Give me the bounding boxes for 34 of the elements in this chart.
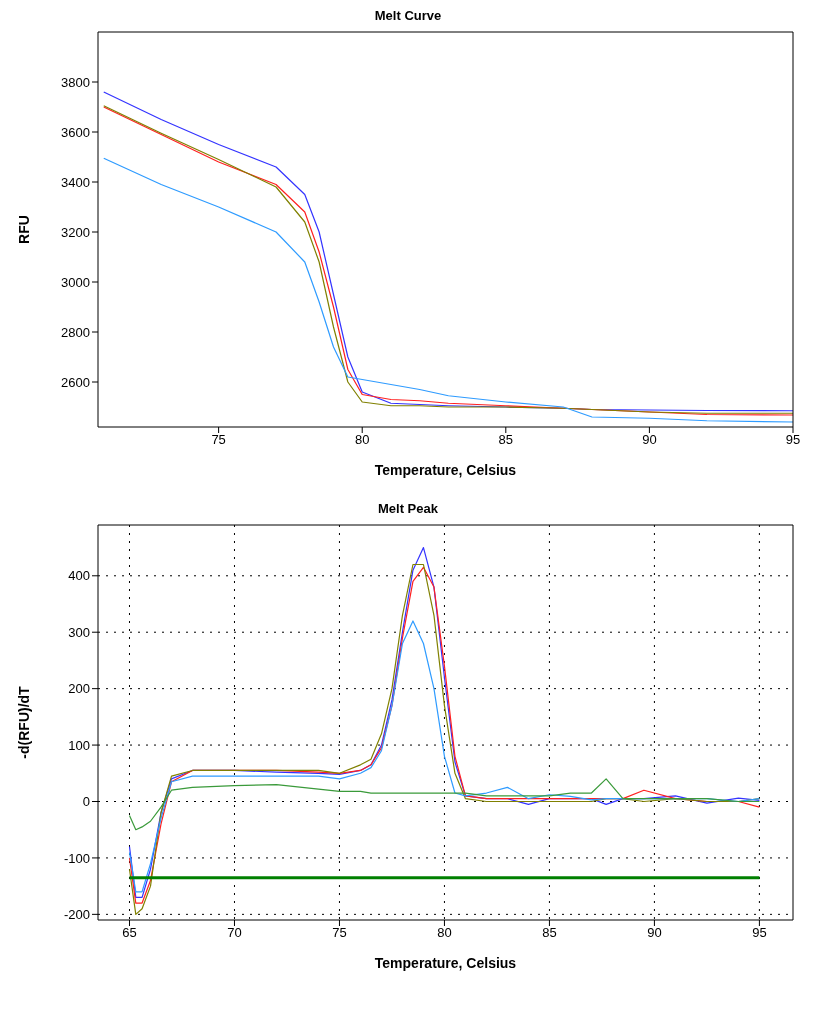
chart-title: Melt Curve: [373, 8, 443, 23]
x-tick-label: 70: [227, 925, 242, 941]
y-tick-label: 200: [68, 681, 90, 697]
x-axis-title: Temperature, Celsius: [374, 955, 517, 971]
x-tick-label: 85: [498, 432, 514, 448]
y-tick-label: 400: [68, 568, 90, 584]
x-tick-label: 95: [752, 925, 767, 941]
y-tick-label: -100: [63, 850, 90, 866]
y-tick-label: 300: [68, 624, 90, 640]
x-tick-label: 80: [437, 925, 452, 941]
y-tick-label: 3200: [61, 224, 90, 240]
x-tick-label: 75: [211, 432, 226, 448]
x-axis-title: Temperature, Celsius: [374, 462, 517, 478]
y-tick-label: 3400: [61, 174, 90, 190]
chart-title: Melt Peak: [377, 501, 439, 516]
y-tick-label: 2600: [61, 374, 90, 390]
x-tick-label: 95: [785, 432, 801, 448]
x-tick-label: 90: [642, 432, 657, 448]
x-tick-label: 90: [647, 925, 662, 941]
y-tick-label: -200: [63, 906, 90, 922]
y-axis-title: -d(RFU)/dT: [15, 685, 32, 759]
y-tick-label: 2800: [61, 324, 90, 340]
y-tick-label: 3800: [61, 74, 90, 90]
y-tick-label: 3600: [61, 124, 90, 140]
x-tick-label: 75: [332, 925, 347, 941]
y-tick-label: 100: [68, 737, 90, 753]
line-series: [103, 157, 793, 423]
y-tick-label: 0: [82, 794, 90, 810]
line-series: [128, 778, 761, 831]
x-tick-label: 65: [122, 925, 137, 941]
x-tick-label: 85: [542, 925, 557, 941]
x-tick-label: 80: [354, 432, 370, 448]
y-axis-title: RFU: [15, 215, 32, 244]
y-tick-label: 3000: [61, 274, 90, 290]
